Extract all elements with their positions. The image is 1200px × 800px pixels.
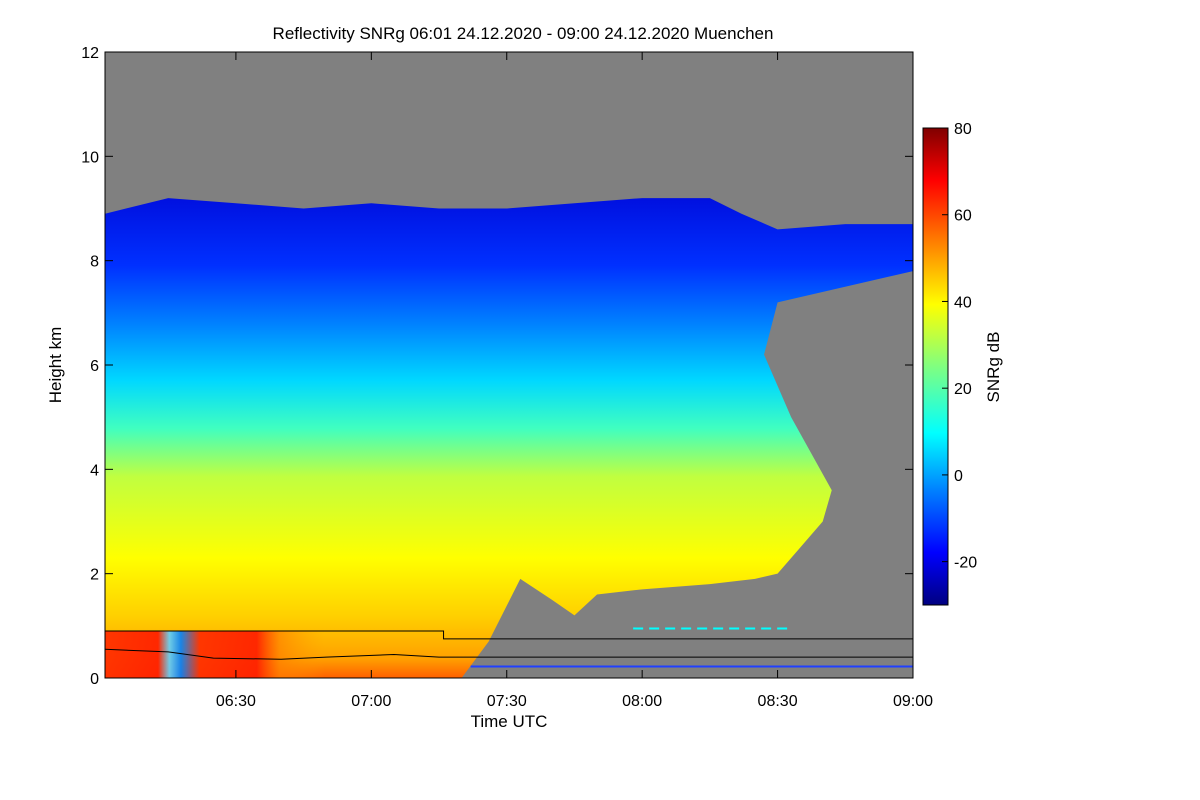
y-tick-label: 0 xyxy=(90,671,99,688)
y-axis: 0 2 4 6 8 10 12 xyxy=(81,45,913,688)
colorbar-tick-label: 40 xyxy=(954,294,972,311)
colorbar-tick-label: 20 xyxy=(954,381,972,398)
line-top xyxy=(105,630,913,640)
y-tick-label: 12 xyxy=(81,45,99,62)
colorbar-label: SNRg dB xyxy=(984,332,1003,403)
y-tick-label: 4 xyxy=(90,462,99,479)
x-axis: 06:30 07:00 07:30 08:00 08:30 09:00 xyxy=(216,52,933,710)
colorbar-axis: -20 0 20 40 60 80 xyxy=(942,121,977,572)
y-tick-label: 10 xyxy=(81,149,99,166)
chart-title: Reflectivity SNRg 06:01 24.12.2020 - 09:… xyxy=(273,24,774,43)
x-tick-label: 08:00 xyxy=(622,693,662,710)
x-tick-label: 09:00 xyxy=(893,693,933,710)
x-tick-label: 07:00 xyxy=(351,693,391,710)
colorbar-tick-label: 80 xyxy=(954,121,972,138)
colorbar-tick-label: -20 xyxy=(954,555,977,572)
line-mid xyxy=(105,648,913,660)
y-tick-label: 2 xyxy=(90,567,99,584)
colorbar-tick-label: 60 xyxy=(954,208,972,225)
x-tick-label: 06:30 xyxy=(216,693,256,710)
x-tick-label: 07:30 xyxy=(487,693,527,710)
y-tick-label: 8 xyxy=(90,254,99,271)
echo-region xyxy=(105,198,913,678)
colorbar xyxy=(922,127,949,606)
colorbar-tick-label: 0 xyxy=(954,468,963,485)
surface-band xyxy=(105,631,485,678)
y-axis-label: Height km xyxy=(46,327,65,404)
y-tick-label: 6 xyxy=(90,358,99,375)
x-axis-label: Time UTC xyxy=(471,712,548,731)
x-tick-label: 08:30 xyxy=(758,693,798,710)
